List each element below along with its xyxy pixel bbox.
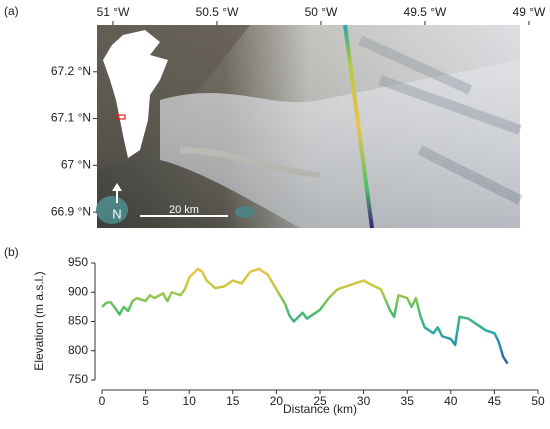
x-tick-label: 49.5 °W xyxy=(404,5,447,19)
panel-label: (b) xyxy=(4,245,19,259)
y-tick-label: 950 xyxy=(68,255,88,269)
y-tick-label: 800 xyxy=(68,343,88,357)
x-tick-label: 35 xyxy=(401,394,415,408)
y-tick-label: 750 xyxy=(68,372,88,386)
north-label: N xyxy=(112,206,121,221)
x-tick-label: 0 xyxy=(99,394,106,408)
x-tick-label: 40 xyxy=(444,394,458,408)
x-tick-label: 5 xyxy=(142,394,149,408)
x-tick-label: 10 xyxy=(183,394,197,408)
x-tick-label: 50 xyxy=(531,394,545,408)
y-tick-label: 850 xyxy=(68,314,88,328)
x-tick-label: 45 xyxy=(488,394,502,408)
x-tick-label: 50.5 °W xyxy=(196,5,239,19)
x-tick-label: 49 °W xyxy=(513,5,546,19)
satellite-image xyxy=(96,24,523,229)
x-tick-label: 51 °W xyxy=(97,5,130,19)
panel-label: (a) xyxy=(4,4,19,18)
elevation-line xyxy=(101,267,509,365)
y-tick-label: 900 xyxy=(68,284,88,298)
x-axis-label: Distance (km) xyxy=(283,402,357,416)
x-tick-label: 20 xyxy=(270,394,284,408)
x-tick-label: 25 xyxy=(313,394,327,408)
x-tick-label: 15 xyxy=(226,394,240,408)
scale-bar-label: 20 km xyxy=(169,204,199,216)
y-axis-label: Elevation (m a.s.l.) xyxy=(32,271,46,370)
y-tick-label: 67 °N xyxy=(61,157,91,171)
y-tick-label: 67.1 °N xyxy=(51,111,91,125)
y-tick-label: 66.9 °N xyxy=(51,204,91,218)
x-tick-label: 50 °W xyxy=(305,5,338,19)
y-tick-label: 67.2 °N xyxy=(51,64,91,78)
x-tick-label: 30 xyxy=(357,394,371,408)
